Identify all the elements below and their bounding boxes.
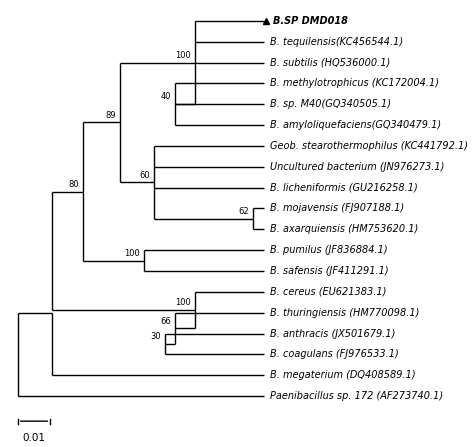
- Text: B. tequilensis(KC456544.1): B. tequilensis(KC456544.1): [271, 37, 403, 46]
- Text: B. pumilus (JF836884.1): B. pumilus (JF836884.1): [271, 245, 388, 255]
- Text: B. amyloliquefaciens(GQ340479.1): B. amyloliquefaciens(GQ340479.1): [271, 120, 442, 130]
- Text: B. mojavensis (FJ907188.1): B. mojavensis (FJ907188.1): [271, 203, 405, 214]
- Text: B. megaterium (DQ408589.1): B. megaterium (DQ408589.1): [271, 370, 416, 380]
- Text: B. coagulans (FJ976533.1): B. coagulans (FJ976533.1): [271, 350, 399, 359]
- Text: B. anthracis (JX501679.1): B. anthracis (JX501679.1): [271, 329, 396, 338]
- Text: B. sp. M40(GQ340505.1): B. sp. M40(GQ340505.1): [271, 99, 392, 109]
- Text: 0.01: 0.01: [23, 433, 46, 443]
- Text: 62: 62: [239, 207, 249, 216]
- Text: 100: 100: [175, 51, 191, 60]
- Text: Paenibacillus sp. 172 (AF273740.1): Paenibacillus sp. 172 (AF273740.1): [271, 391, 444, 401]
- Text: B. axarquiensis (HM753620.1): B. axarquiensis (HM753620.1): [271, 224, 419, 234]
- Text: 30: 30: [150, 332, 161, 341]
- Text: B. thuringiensis (HM770098.1): B. thuringiensis (HM770098.1): [271, 308, 420, 318]
- Text: Geob. stearothermophilus (KC441792.1): Geob. stearothermophilus (KC441792.1): [271, 141, 468, 151]
- Text: B.SP DMD018: B.SP DMD018: [273, 16, 348, 26]
- Text: 100: 100: [175, 298, 191, 308]
- Text: 40: 40: [160, 93, 171, 101]
- Text: B. methylotrophicus (KC172004.1): B. methylotrophicus (KC172004.1): [271, 78, 439, 89]
- Text: B. subtilis (HQ536000.1): B. subtilis (HQ536000.1): [271, 58, 391, 67]
- Text: 60: 60: [140, 171, 150, 180]
- Text: B. licheniformis (GU216258.1): B. licheniformis (GU216258.1): [271, 183, 418, 193]
- Text: 80: 80: [68, 180, 79, 189]
- Text: Uncultured bacterium (JN976273.1): Uncultured bacterium (JN976273.1): [271, 162, 445, 172]
- Text: 100: 100: [124, 249, 140, 258]
- Text: B. cereus (EU621383.1): B. cereus (EU621383.1): [271, 287, 387, 297]
- Text: B. safensis (JF411291.1): B. safensis (JF411291.1): [271, 266, 389, 276]
- Text: 89: 89: [106, 111, 116, 120]
- Text: 66: 66: [160, 316, 171, 325]
